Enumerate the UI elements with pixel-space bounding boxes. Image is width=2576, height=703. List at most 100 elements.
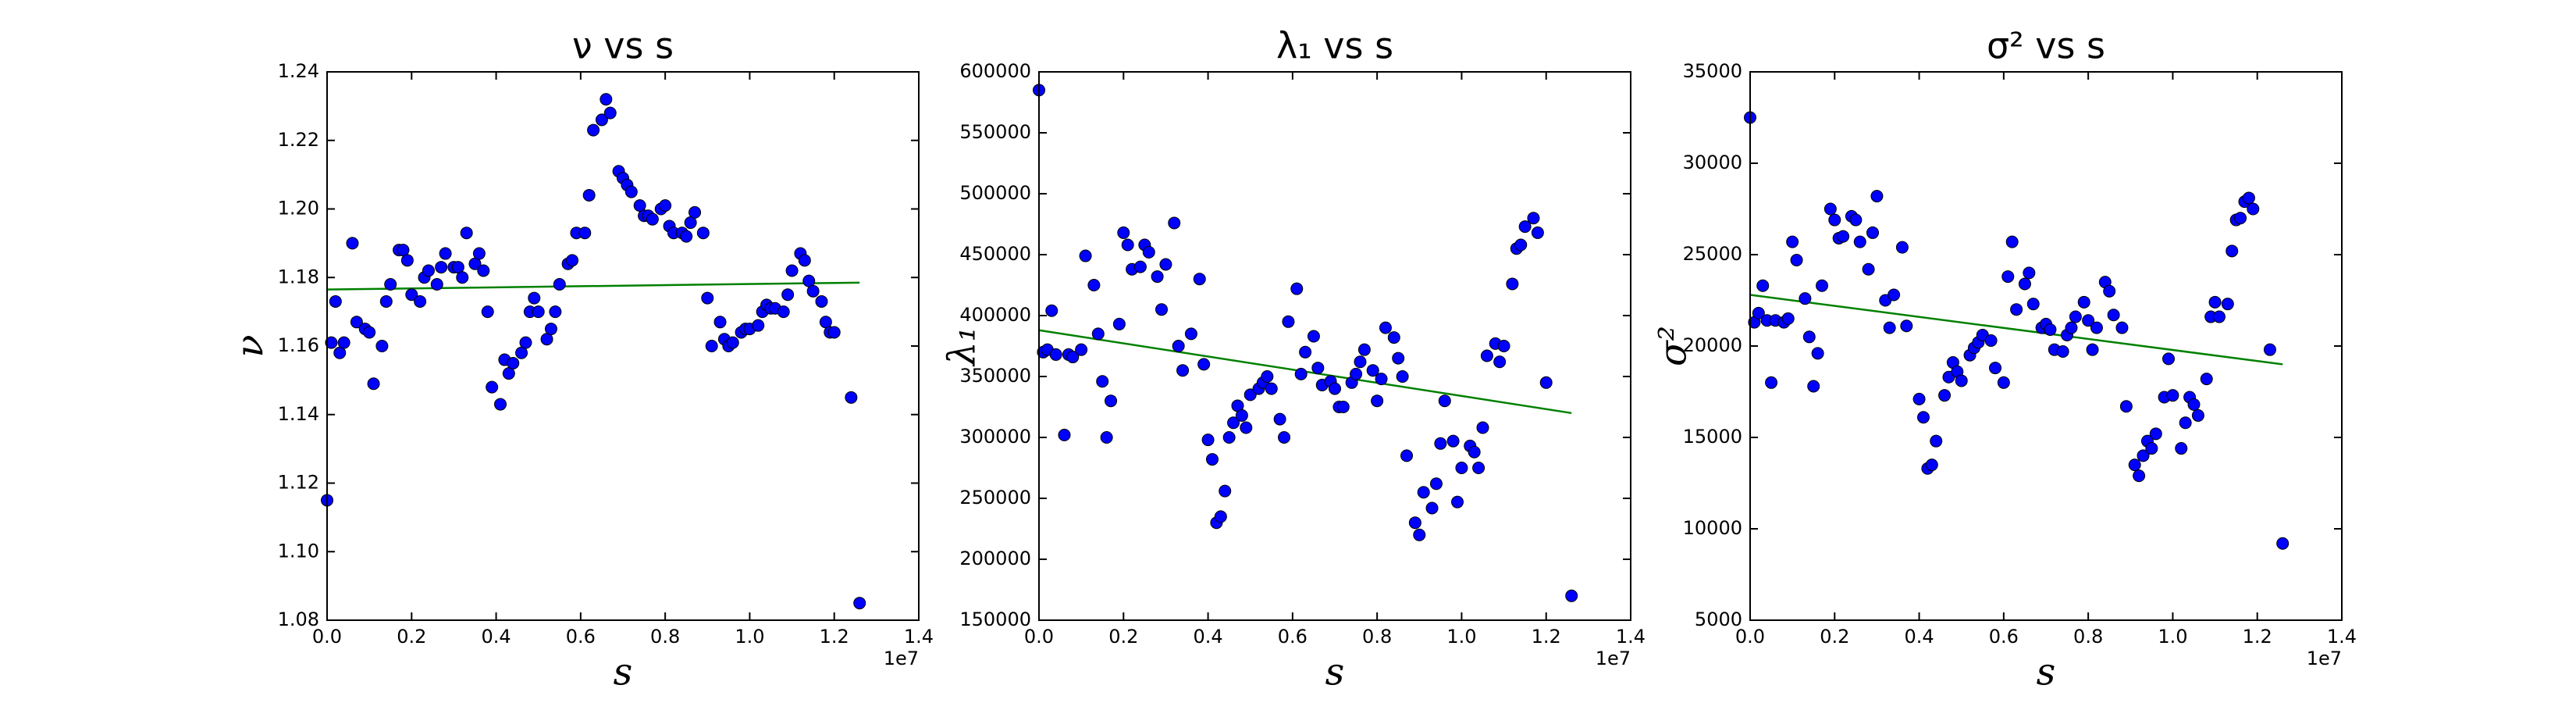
data-point [1799, 292, 1812, 305]
y-axis-label: σ² [1652, 326, 1695, 366]
data-point [1472, 462, 1485, 474]
data-point [544, 323, 557, 336]
data-point [1142, 245, 1155, 259]
x-tick-label: 1.4 [904, 626, 934, 648]
data-point [1087, 279, 1101, 291]
data-point [2103, 284, 2116, 298]
data-point [2187, 398, 2201, 411]
data-point [1446, 434, 1460, 448]
data-point [363, 326, 376, 339]
data-point [532, 305, 545, 319]
data-point [2191, 409, 2204, 422]
data-point [1506, 277, 1519, 291]
subplot: λ₁ vs s s λ₁ 1e7 0.0 0.2 0.4 0.6 0.8 1.0 1.2 1.4 150… [941, 25, 1646, 694]
data-point [2175, 442, 2188, 455]
data-point [1244, 388, 1257, 401]
data-point [1765, 376, 1778, 389]
data-point [1853, 235, 1866, 248]
data-point [1058, 428, 1071, 441]
data-point [1371, 394, 1384, 408]
data-point [1117, 226, 1130, 239]
data-point [2179, 416, 2192, 430]
data-point [1265, 382, 1278, 395]
data-point [1205, 453, 1219, 466]
data-point [1155, 303, 1169, 316]
data-point [1066, 351, 1080, 364]
data-point [1828, 213, 1841, 227]
data-point [624, 185, 638, 198]
x-tick-label: 1.2 [820, 626, 849, 648]
data-point [798, 254, 811, 267]
data-point [1091, 327, 1105, 341]
data-point [2247, 202, 2260, 216]
y-tick-label: 10000 [1683, 517, 1742, 539]
data-point [582, 188, 596, 202]
data-point [2018, 277, 2031, 291]
chart-title: ν vs s [572, 25, 674, 67]
y-tick-label: 1.10 [278, 540, 319, 562]
data-point [325, 336, 338, 349]
y-tick-label: 35000 [1683, 60, 1742, 82]
data-point [1168, 216, 1181, 230]
data-point [2133, 469, 2146, 483]
x-axis-label: s [614, 651, 633, 694]
data-point [1476, 421, 1489, 434]
data-point [1379, 321, 1392, 334]
data-point [1870, 190, 1884, 203]
data-point [1984, 334, 1998, 347]
data-point [2077, 295, 2090, 309]
data-point [1151, 270, 1164, 284]
data-point [405, 288, 418, 302]
chart-title: σ² vs s [1987, 25, 2105, 67]
data-point [1392, 352, 1405, 365]
x-tick-label: 0.0 [1024, 626, 1054, 648]
data-point [2128, 459, 2141, 472]
data-point [1049, 348, 1062, 361]
data-point [414, 294, 427, 308]
data-point [2226, 244, 2239, 258]
data-point [1235, 409, 1248, 422]
data-point [1193, 273, 1206, 286]
data-point [2023, 266, 2036, 280]
y-tick-label: 5000 [1695, 608, 1742, 630]
data-point [472, 247, 486, 260]
data-point [1400, 449, 1414, 462]
data-point [2001, 270, 2015, 284]
data-point [1807, 380, 1820, 393]
subplot: ν vs s s ν 1e7 0.0 0.2 0.4 0.6 0.8 1.0 1.2 1.4 1.08 1… [229, 25, 934, 694]
data-point [1413, 528, 1426, 541]
data-point [696, 227, 710, 240]
data-point [1888, 288, 1901, 302]
data-point [1434, 437, 1447, 450]
data-point [1294, 367, 1308, 380]
data-point [486, 380, 499, 394]
data-point [1172, 340, 1185, 352]
data-point [1438, 394, 1451, 408]
data-point [2010, 303, 2023, 316]
data-point [1883, 321, 1896, 334]
y-tick-label: 25000 [1683, 243, 1742, 265]
data-point [528, 291, 541, 305]
data-point [1514, 238, 1528, 252]
data-point [549, 305, 562, 319]
data-point [1240, 421, 1253, 434]
data-point [2086, 343, 2099, 356]
y-tick-label: 450000 [959, 243, 1031, 265]
data-point [456, 271, 469, 284]
data-point [507, 356, 520, 369]
data-point [481, 305, 494, 319]
data-point [1997, 376, 2010, 389]
data-point [845, 391, 858, 404]
chart-title: λ₁ vs s [1276, 25, 1393, 67]
data-point [367, 377, 380, 391]
data-point [1121, 238, 1134, 252]
data-point [815, 294, 828, 308]
y-tick-label: 600000 [959, 60, 1031, 82]
data-point [1197, 358, 1211, 371]
x-tick-label: 0.2 [1108, 626, 1138, 648]
data-point [1096, 375, 1109, 388]
x-axis-label: s [2037, 651, 2056, 694]
data-point [384, 278, 397, 291]
